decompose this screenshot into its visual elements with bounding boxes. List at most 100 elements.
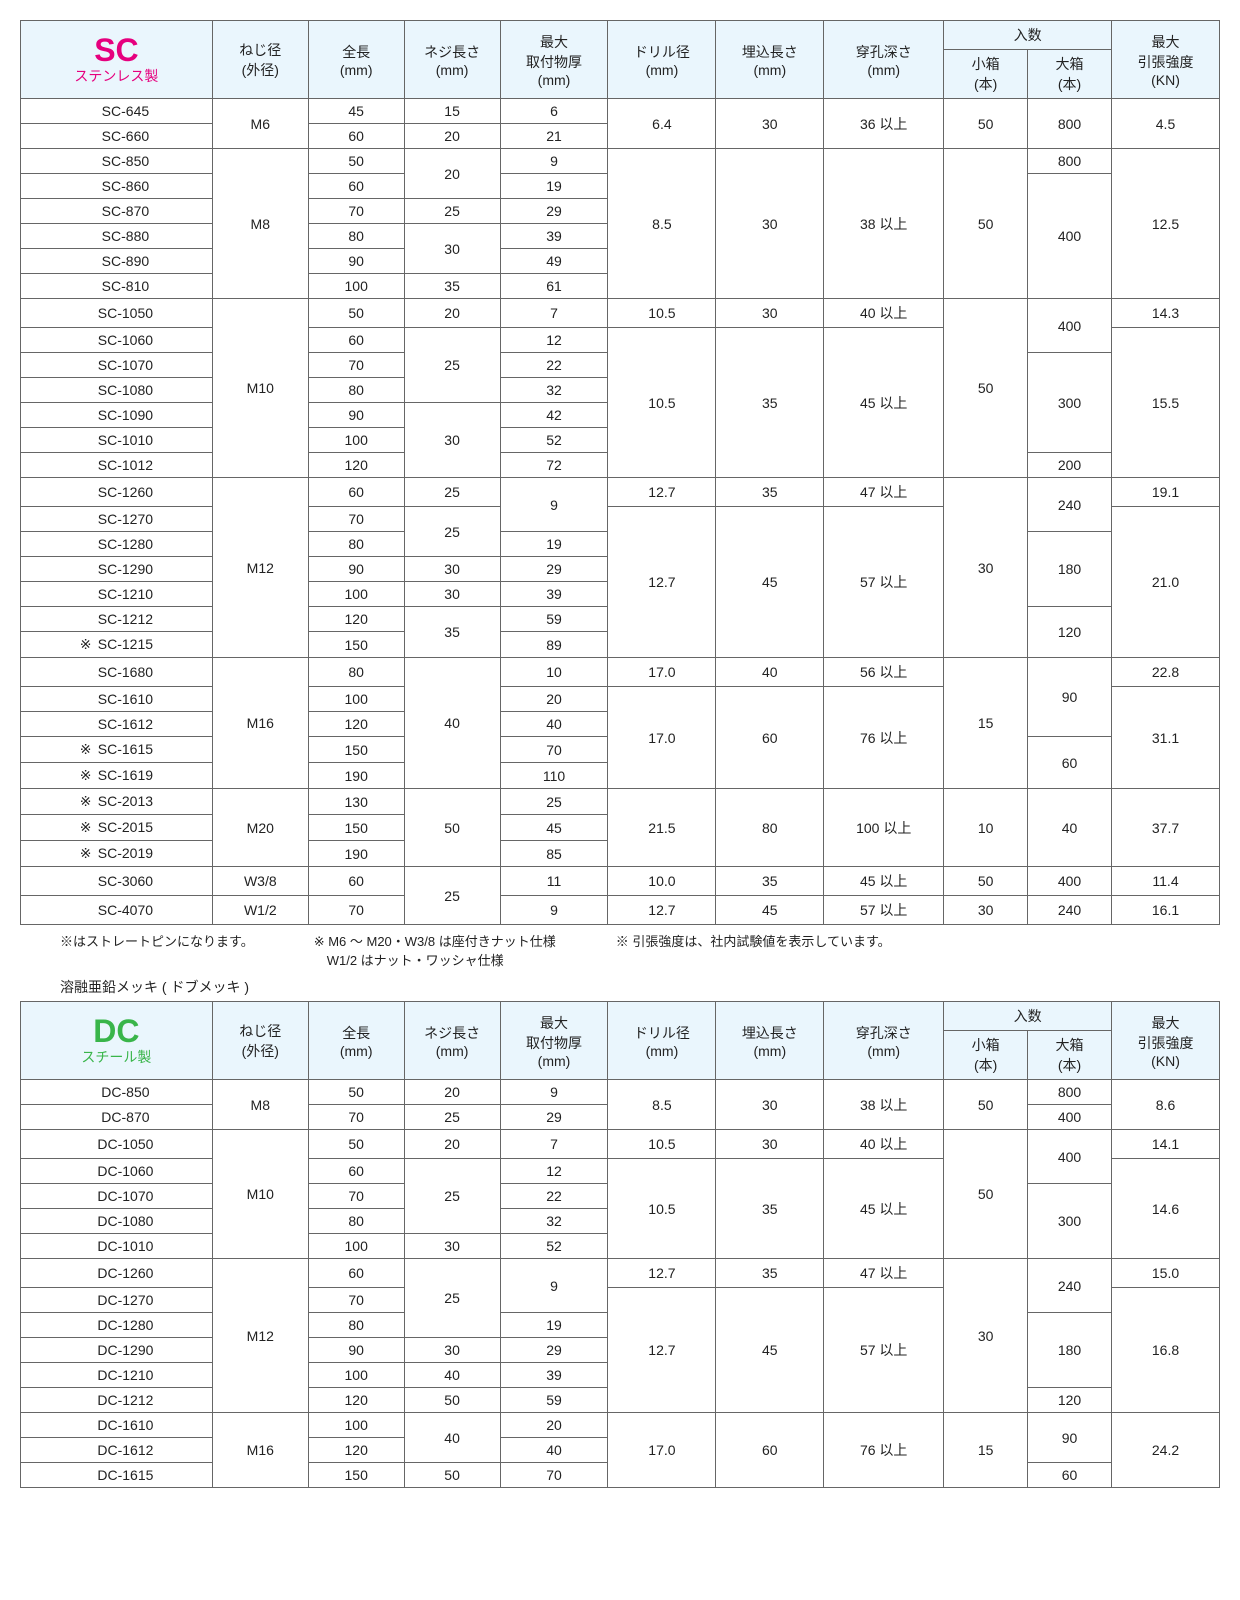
tensile: 19.1 xyxy=(1112,478,1220,507)
length: 50 xyxy=(308,1130,404,1159)
thread: M10 xyxy=(212,299,308,478)
part-no: DC-1612 xyxy=(21,1438,213,1463)
col-header: ドリル径(mm) xyxy=(608,1002,716,1080)
large-box: 180 xyxy=(1028,532,1112,607)
length: 100 xyxy=(308,582,404,607)
tensile: 14.6 xyxy=(1112,1159,1220,1259)
length: 130 xyxy=(308,789,404,815)
large-box: 400 xyxy=(1028,867,1112,896)
thread-len: 30 xyxy=(404,582,500,607)
small-box: 15 xyxy=(944,658,1028,789)
part-no: SC-1080 xyxy=(21,378,213,403)
large-box: 120 xyxy=(1028,607,1112,658)
depth: 57 以上 xyxy=(824,896,944,925)
small-box: 10 xyxy=(944,789,1028,867)
length: 100 xyxy=(308,687,404,712)
length: 190 xyxy=(308,763,404,789)
depth: 45 以上 xyxy=(824,867,944,896)
max-mount: 70 xyxy=(500,1463,608,1488)
large-box: 90 xyxy=(1028,1413,1112,1463)
max-mount: 49 xyxy=(500,249,608,274)
part-no: SC-1280 xyxy=(21,532,213,557)
part-no: ※SC-2013 xyxy=(21,789,213,815)
depth: 38 以上 xyxy=(824,1080,944,1130)
drill: 10.5 xyxy=(608,1159,716,1259)
tensile: 11.4 xyxy=(1112,867,1220,896)
max-mount: 59 xyxy=(500,1388,608,1413)
spec-row: SC-1050M105020710.53040 以上5040014.3 xyxy=(21,299,1220,328)
max-mount: 22 xyxy=(500,353,608,378)
spec-row: SC-1260M126025912.73547 以上3024019.1 xyxy=(21,478,1220,507)
embed: 60 xyxy=(716,1413,824,1488)
max-mount: 59 xyxy=(500,607,608,632)
max-mount: 39 xyxy=(500,582,608,607)
subheading: 溶融亜鉛メッキ ( ドブメッキ ) xyxy=(60,977,1220,997)
large-box: 240 xyxy=(1028,896,1112,925)
length: 100 xyxy=(308,1234,404,1259)
tensile: 16.8 xyxy=(1112,1288,1220,1413)
embed: 35 xyxy=(716,867,824,896)
col-header: 大箱(本) xyxy=(1028,50,1112,99)
part-no: SC-1090 xyxy=(21,403,213,428)
max-mount: 39 xyxy=(500,1363,608,1388)
col-header: 穿孔深さ(mm) xyxy=(824,1002,944,1080)
part-no: SC-890 xyxy=(21,249,213,274)
drill: 10.0 xyxy=(608,867,716,896)
length: 150 xyxy=(308,632,404,658)
large-box: 200 xyxy=(1028,453,1112,478)
thread-len: 25 xyxy=(404,1159,500,1234)
part-no: SC-1050 xyxy=(21,299,213,328)
thread: M12 xyxy=(212,1259,308,1413)
thread-len: 40 xyxy=(404,1413,500,1463)
depth: 57 以上 xyxy=(824,507,944,658)
max-mount: 89 xyxy=(500,632,608,658)
thread-len: 40 xyxy=(404,1363,500,1388)
drill: 17.0 xyxy=(608,658,716,687)
max-mount: 9 xyxy=(500,896,608,925)
length: 100 xyxy=(308,428,404,453)
part-no: SC-880 xyxy=(21,224,213,249)
part-no: SC-1290 xyxy=(21,557,213,582)
depth: 56 以上 xyxy=(824,658,944,687)
col-header: 最大取付物厚(mm) xyxy=(500,1002,608,1080)
part-no: SC-3060 xyxy=(21,867,213,896)
embed: 60 xyxy=(716,687,824,789)
thread-len: 30 xyxy=(404,1338,500,1363)
part-no: SC-860 xyxy=(21,174,213,199)
part-no: SC-645 xyxy=(21,99,213,124)
part-no: SC-1612 xyxy=(21,712,213,737)
depth: 40 以上 xyxy=(824,299,944,328)
length: 90 xyxy=(308,1338,404,1363)
max-mount: 32 xyxy=(500,1209,608,1234)
length: 60 xyxy=(308,124,404,149)
max-mount: 29 xyxy=(500,1338,608,1363)
part-no: DC-1210 xyxy=(21,1363,213,1388)
spec-row: SC-645M6451566.43036 以上508004.5 xyxy=(21,99,1220,124)
length: 80 xyxy=(308,532,404,557)
thread-len: 25 xyxy=(404,507,500,557)
length: 100 xyxy=(308,1363,404,1388)
part-no: DC-1615 xyxy=(21,1463,213,1488)
embed: 30 xyxy=(716,1080,824,1130)
max-mount: 85 xyxy=(500,841,608,867)
part-no: DC-1080 xyxy=(21,1209,213,1234)
col-header: 大箱(本) xyxy=(1028,1031,1112,1080)
part-no: SC-1680 xyxy=(21,658,213,687)
max-mount: 19 xyxy=(500,1313,608,1338)
length: 70 xyxy=(308,1288,404,1313)
drill: 10.5 xyxy=(608,328,716,478)
thread-len: 25 xyxy=(404,478,500,507)
length: 70 xyxy=(308,1105,404,1130)
length: 150 xyxy=(308,1463,404,1488)
spec-row: SC-850M8502098.53038 以上5080012.5 xyxy=(21,149,1220,174)
max-mount: 39 xyxy=(500,224,608,249)
large-box: 300 xyxy=(1028,353,1112,453)
depth: 76 以上 xyxy=(824,687,944,789)
max-mount: 19 xyxy=(500,174,608,199)
max-mount: 12 xyxy=(500,1159,608,1184)
tensile: 21.0 xyxy=(1112,507,1220,658)
embed: 45 xyxy=(716,1288,824,1413)
thread-len: 25 xyxy=(404,328,500,403)
large-box: 40 xyxy=(1028,789,1112,867)
part-no: SC-1212 xyxy=(21,607,213,632)
